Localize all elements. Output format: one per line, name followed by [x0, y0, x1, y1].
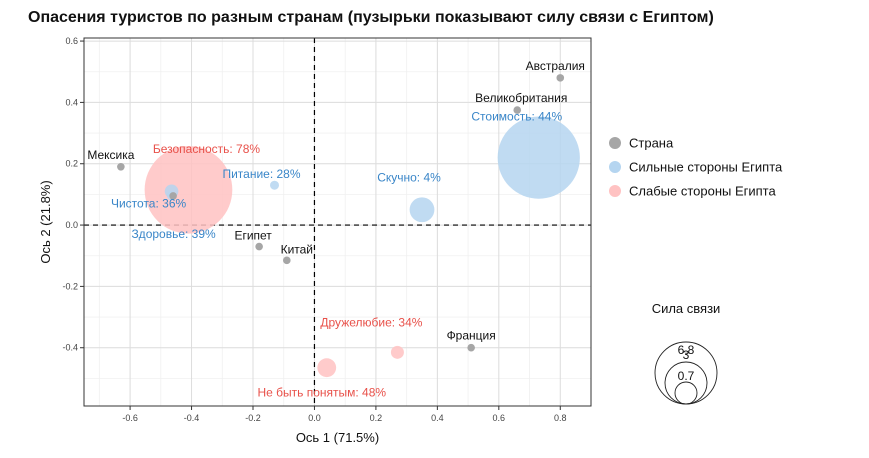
x-tick-label: 0.2	[370, 413, 383, 423]
plot-frame	[83, 37, 592, 407]
size-legend-label: 0.7	[678, 369, 695, 383]
weakness-bubble	[317, 358, 337, 378]
size-legend-label: 3	[683, 348, 690, 362]
x-axis-label: Ось 1 (71.5%)	[296, 430, 379, 445]
x-tick-label: 0.8	[554, 413, 567, 423]
y-tick-label: 0.6	[65, 36, 78, 46]
country-point	[467, 343, 475, 352]
x-tick-label: 0.0	[308, 413, 321, 423]
y-tick-label: -0.4	[62, 343, 78, 353]
legend-marker	[609, 161, 621, 173]
y-tick-label: 0.0	[65, 220, 78, 230]
strength-label: Чистота: 36%	[111, 196, 187, 210]
size-legend-title: Сила связи	[652, 301, 721, 316]
strength-label: Питание: 28%	[222, 167, 300, 181]
x-tick-label: -0.2	[245, 413, 261, 423]
legend-marker	[609, 137, 621, 149]
y-tick-label: 0.2	[65, 159, 78, 169]
size-legend-circle	[674, 381, 698, 405]
weakness-label: Не быть понятым: 48%	[257, 386, 386, 400]
x-tick-label: 0.6	[493, 413, 506, 423]
weakness-label: Дружелюбие: 34%	[320, 315, 422, 329]
legend-marker	[609, 185, 621, 197]
x-tick-label: -0.6	[122, 413, 138, 423]
country-label: Мексика	[87, 148, 134, 162]
country-point	[556, 74, 565, 82]
country-point	[169, 192, 177, 200]
strength-label: Скучно: 4%	[377, 171, 441, 185]
size-legend-label: 6.8	[678, 343, 695, 357]
country-label: Великобритания	[475, 91, 567, 105]
y-tick-label: 0.4	[65, 97, 78, 107]
y-axis-label: Ось 2 (21.8%)	[38, 180, 53, 263]
x-tick-label: 0.4	[431, 413, 444, 423]
strength-bubble	[409, 197, 435, 223]
country-point	[513, 106, 522, 114]
country-label: Франция	[447, 329, 496, 343]
country-label: Китай	[281, 242, 313, 256]
y-tick-label: -0.2	[62, 281, 78, 291]
strength-bubble	[497, 116, 580, 199]
country-label: Египет	[234, 229, 272, 243]
weakness-bubble	[390, 345, 404, 359]
chart-title: Опасения туристов по разным странам (пуз…	[28, 9, 714, 26]
country-point	[117, 163, 125, 171]
strength-label: Здоровье: 39%	[131, 227, 216, 241]
strength-label: Стоимость: 44%	[471, 110, 562, 124]
legend-label: Слабые стороны Египта	[629, 184, 776, 199]
legend-label: Страна	[629, 136, 674, 151]
legend-label: Сильные стороны Египта	[629, 160, 783, 175]
x-tick-label: -0.4	[184, 413, 200, 423]
weakness-bubble	[144, 145, 233, 234]
country-label: Австралия	[526, 59, 585, 73]
weakness-label: Безопасность: 78%	[153, 142, 261, 156]
country-point	[283, 256, 291, 265]
country-point	[255, 242, 263, 251]
strength-bubble	[270, 180, 280, 190]
